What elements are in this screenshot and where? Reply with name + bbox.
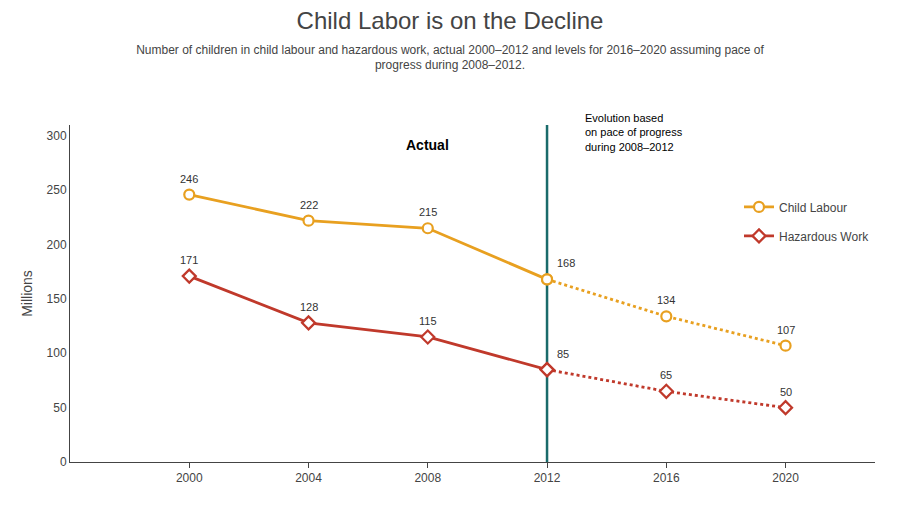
- svg-text:107: 107: [777, 324, 795, 336]
- svg-text:300: 300: [47, 129, 67, 143]
- svg-text:171: 171: [180, 254, 198, 266]
- svg-text:2000: 2000: [176, 471, 203, 485]
- svg-text:2012: 2012: [534, 471, 561, 485]
- svg-text:0: 0: [60, 455, 67, 469]
- svg-text:128: 128: [300, 301, 318, 313]
- svg-text:50: 50: [53, 401, 67, 415]
- svg-text:85: 85: [557, 348, 569, 360]
- svg-text:Child Labor is on the Decline: Child Labor is on the Decline: [297, 7, 604, 34]
- svg-text:115: 115: [419, 315, 437, 327]
- svg-text:246: 246: [180, 173, 198, 185]
- svg-text:2004: 2004: [295, 471, 322, 485]
- svg-text:250: 250: [47, 183, 67, 197]
- svg-text:200: 200: [47, 238, 67, 252]
- svg-text:Actual: Actual: [406, 137, 449, 153]
- svg-text:Evolution basedon pace of prog: Evolution basedon pace of progressduring…: [585, 112, 683, 153]
- svg-text:Number of children in child la: Number of children in child labour and h…: [136, 43, 764, 73]
- svg-text:Millions: Millions: [19, 270, 35, 317]
- svg-text:2008: 2008: [414, 471, 441, 485]
- svg-text:Child Labour: Child Labour: [779, 201, 847, 215]
- svg-text:168: 168: [557, 257, 575, 269]
- svg-text:65: 65: [660, 369, 672, 381]
- svg-text:215: 215: [419, 206, 437, 218]
- svg-text:2016: 2016: [653, 471, 680, 485]
- svg-text:134: 134: [657, 294, 675, 306]
- svg-text:222: 222: [300, 199, 318, 211]
- svg-text:100: 100: [47, 346, 67, 360]
- svg-text:Hazardous Work: Hazardous Work: [779, 230, 869, 244]
- svg-text:2020: 2020: [772, 471, 799, 485]
- svg-text:50: 50: [780, 386, 792, 398]
- svg-text:150: 150: [47, 292, 67, 306]
